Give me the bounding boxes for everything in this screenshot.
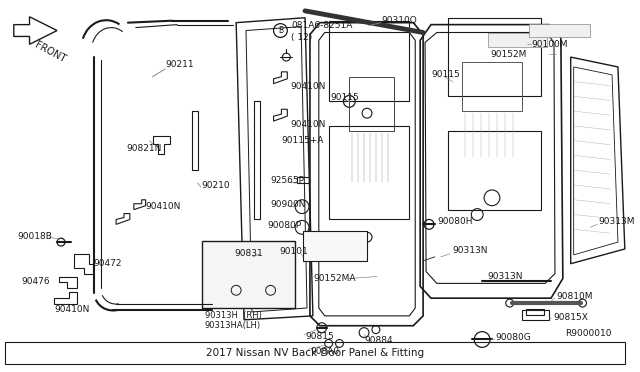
Text: 90410N: 90410N: [291, 119, 326, 128]
Text: 90101: 90101: [280, 247, 308, 256]
Text: B: B: [278, 26, 283, 35]
Text: 92565P: 92565P: [271, 176, 305, 185]
Text: 90313N: 90313N: [487, 272, 523, 281]
Text: 90410N: 90410N: [146, 202, 181, 211]
Bar: [303, 231, 367, 261]
Bar: [297, 177, 309, 183]
Bar: [527, 309, 544, 315]
Text: 90210: 90210: [202, 180, 230, 189]
Text: 90080H: 90080H: [438, 217, 474, 226]
Bar: [192, 111, 198, 170]
Text: 90313M: 90313M: [598, 217, 635, 226]
Text: 90900N: 90900N: [271, 200, 306, 209]
Text: 90115+A: 90115+A: [282, 136, 324, 145]
Text: 90884: 90884: [364, 336, 393, 345]
Bar: [349, 77, 394, 131]
Bar: [448, 18, 541, 96]
Bar: [522, 310, 549, 320]
Text: 90018B: 90018B: [18, 232, 52, 241]
Bar: [488, 33, 547, 47]
Text: 90410N: 90410N: [291, 82, 326, 91]
Text: 90831: 90831: [234, 249, 263, 259]
Text: 90080G: 90080G: [495, 333, 531, 342]
Text: 081A6-8251A: 081A6-8251A: [291, 21, 353, 30]
Text: ( 12): ( 12): [291, 33, 312, 42]
Text: 90310Q: 90310Q: [382, 16, 417, 25]
Text: 908A0: 908A0: [310, 347, 339, 356]
Text: 90152M: 90152M: [490, 49, 526, 59]
Text: 90410N: 90410N: [54, 305, 90, 314]
Text: 2017 Nissan NV Back Door Panel & Fitting: 2017 Nissan NV Back Door Panel & Fitting: [206, 348, 424, 358]
Text: 90313H  (RH): 90313H (RH): [205, 311, 262, 320]
Text: 90472: 90472: [93, 259, 122, 268]
Text: 90152MA: 90152MA: [313, 274, 355, 283]
Text: 90815X: 90815X: [553, 313, 588, 323]
Bar: [202, 241, 295, 308]
Text: 90211: 90211: [165, 61, 194, 70]
Text: 90100M: 90100M: [531, 40, 568, 49]
Text: 90821N: 90821N: [126, 144, 161, 153]
Bar: [5, 343, 625, 364]
Text: R9000010: R9000010: [566, 328, 612, 337]
Bar: [329, 21, 410, 102]
Bar: [254, 102, 260, 219]
Bar: [329, 126, 410, 219]
Text: 90313HA(LH): 90313HA(LH): [205, 321, 260, 330]
Text: 90810M: 90810M: [556, 292, 593, 301]
Text: 90476: 90476: [22, 277, 51, 286]
Bar: [463, 62, 522, 111]
Text: 90815: 90815: [305, 332, 334, 341]
Text: 90115: 90115: [331, 93, 360, 102]
Text: FRONT: FRONT: [33, 40, 68, 64]
Text: 90313N: 90313N: [452, 246, 488, 256]
Bar: [529, 24, 590, 38]
Text: 90080P: 90080P: [268, 221, 302, 230]
Bar: [448, 131, 541, 209]
Text: 90115: 90115: [431, 70, 460, 79]
